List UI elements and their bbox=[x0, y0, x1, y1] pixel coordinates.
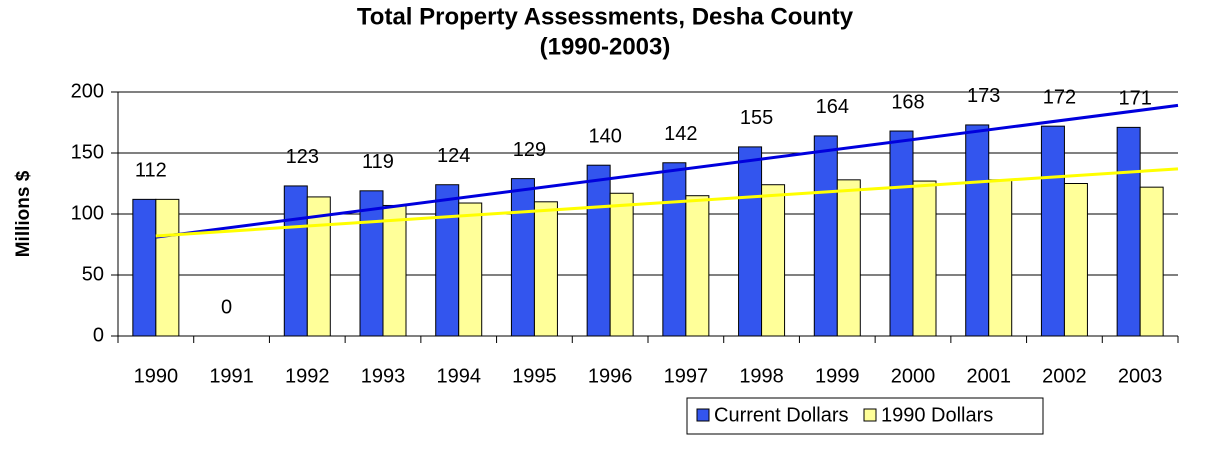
bar bbox=[155, 198, 180, 337]
bar bbox=[510, 178, 535, 337]
bar bbox=[283, 185, 308, 337]
bar bbox=[836, 179, 861, 337]
x-tick-label: 1992 bbox=[285, 365, 330, 387]
value-label: 171 bbox=[1118, 88, 1151, 110]
x-tick-label: 2003 bbox=[1118, 365, 1163, 387]
bar bbox=[813, 135, 838, 337]
y-tick-label: 150 bbox=[71, 141, 104, 163]
bar bbox=[382, 204, 407, 337]
value-label: 124 bbox=[437, 145, 470, 167]
value-label: 142 bbox=[664, 123, 697, 145]
value-label: 140 bbox=[588, 125, 621, 147]
bar bbox=[761, 184, 786, 337]
x-tick-label: 1996 bbox=[588, 365, 633, 387]
value-label: 173 bbox=[967, 85, 1000, 107]
value-label: 0 bbox=[221, 296, 232, 318]
bar bbox=[662, 162, 687, 337]
x-tick-label: 1994 bbox=[436, 365, 481, 387]
bar bbox=[1116, 126, 1141, 337]
bar bbox=[738, 146, 763, 337]
trend-line bbox=[155, 103, 1179, 239]
x-tick-label: 2002 bbox=[1042, 365, 1087, 387]
bar bbox=[889, 130, 914, 337]
x-tick-label: 1993 bbox=[361, 365, 406, 387]
y-tick-label: 50 bbox=[82, 263, 104, 285]
bar bbox=[1063, 183, 1088, 337]
bar bbox=[988, 179, 1013, 337]
bar bbox=[132, 198, 157, 337]
value-label: 164 bbox=[816, 96, 849, 118]
x-tick-label: 1998 bbox=[739, 365, 784, 387]
bar bbox=[1040, 125, 1065, 337]
bar bbox=[435, 184, 460, 337]
value-label: 129 bbox=[513, 139, 546, 161]
x-tick-label: 2000 bbox=[891, 365, 936, 387]
x-tick-label: 1997 bbox=[664, 365, 709, 387]
y-axis-label: Millions $ bbox=[13, 170, 34, 257]
bar bbox=[458, 202, 483, 337]
bar bbox=[685, 195, 710, 337]
x-tick-label: 1991 bbox=[209, 365, 254, 387]
y-tick-label: 0 bbox=[93, 324, 104, 346]
value-label: 172 bbox=[1043, 86, 1076, 108]
bar bbox=[359, 190, 384, 337]
x-tick-label: 1990 bbox=[134, 365, 179, 387]
y-tick-label: 200 bbox=[71, 80, 104, 102]
value-label: 119 bbox=[362, 151, 394, 173]
bar bbox=[609, 192, 634, 337]
x-tick-label: 1999 bbox=[815, 365, 860, 387]
legend-label: 1990 Dollars bbox=[881, 404, 993, 426]
chart-title: Total Property Assessments, Desha County bbox=[357, 3, 854, 30]
value-label: 155 bbox=[740, 107, 773, 129]
legend-swatch bbox=[863, 408, 877, 422]
trend-line bbox=[155, 167, 1179, 238]
y-tick-label: 100 bbox=[71, 202, 104, 224]
bar bbox=[912, 180, 937, 337]
x-tick-label: 2001 bbox=[966, 365, 1011, 387]
value-label: 123 bbox=[286, 146, 319, 168]
bar bbox=[533, 201, 558, 337]
bar bbox=[586, 164, 611, 337]
value-label: 112 bbox=[135, 160, 167, 182]
value-label: 168 bbox=[891, 91, 924, 113]
bar bbox=[1139, 186, 1164, 337]
legend-label: Current Dollars bbox=[714, 404, 848, 426]
legend-swatch bbox=[696, 408, 710, 422]
chart-subtitle: (1990-2003) bbox=[540, 33, 671, 60]
x-tick-label: 1995 bbox=[512, 365, 557, 387]
bar bbox=[965, 124, 990, 337]
